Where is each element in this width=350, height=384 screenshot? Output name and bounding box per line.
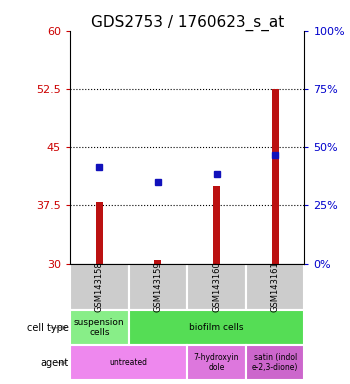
Bar <box>246 264 304 310</box>
Bar <box>96 202 103 264</box>
Title: GDS2753 / 1760623_s_at: GDS2753 / 1760623_s_at <box>91 15 284 31</box>
Bar <box>187 345 246 380</box>
Bar <box>129 310 304 345</box>
Bar <box>70 345 187 380</box>
Text: suspension
cells: suspension cells <box>74 318 125 338</box>
Bar <box>70 264 129 310</box>
Bar <box>129 264 187 310</box>
Bar <box>272 89 279 264</box>
Text: satin (indol
e-2,3-dione): satin (indol e-2,3-dione) <box>252 353 298 372</box>
Bar <box>70 310 129 345</box>
Text: untreated: untreated <box>110 358 148 367</box>
Text: GSM143161: GSM143161 <box>271 262 280 312</box>
Text: GSM143159: GSM143159 <box>153 262 162 312</box>
Text: cell type: cell type <box>27 323 69 333</box>
Text: agent: agent <box>41 358 69 368</box>
Text: GSM143160: GSM143160 <box>212 262 221 312</box>
Bar <box>154 260 161 264</box>
Text: GSM143158: GSM143158 <box>95 262 104 312</box>
Bar <box>246 345 304 380</box>
Text: 7-hydroxyin
dole: 7-hydroxyin dole <box>194 353 239 372</box>
Bar <box>187 264 246 310</box>
Bar <box>213 186 220 264</box>
Text: biofilm cells: biofilm cells <box>189 323 244 332</box>
